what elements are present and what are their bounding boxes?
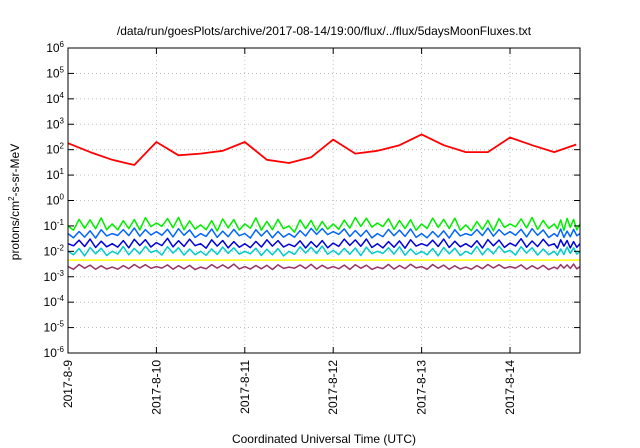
y-axis-label: protons/cm2-s-sr-MeV bbox=[7, 144, 22, 260]
y-tick-exponent: 0 bbox=[60, 193, 65, 202]
y-axis: 10-610-510-410-310-210-11001011021031041… bbox=[44, 40, 580, 360]
y-tick-base: 10 bbox=[46, 66, 60, 80]
series-line bbox=[67, 245, 581, 257]
y-tick-exponent: 5 bbox=[60, 65, 65, 74]
y-tick-exponent: -4 bbox=[57, 294, 65, 303]
y-tick-base: 10 bbox=[46, 41, 60, 55]
y-tick-label: 10-5 bbox=[44, 320, 65, 335]
y-tick-base: 10 bbox=[44, 346, 58, 360]
x-tick-label: 2017-8-12 bbox=[326, 360, 340, 415]
y-tick-base: 10 bbox=[46, 143, 60, 157]
y-tick-label: 10-3 bbox=[44, 269, 65, 284]
y-tick-label: 10-6 bbox=[44, 345, 65, 360]
y-tick-exponent: 4 bbox=[60, 91, 65, 100]
y-tick-base: 10 bbox=[44, 244, 58, 258]
y-axis-label-sup: 2 bbox=[7, 196, 16, 201]
y-tick-base: 10 bbox=[44, 270, 58, 284]
y-tick-base: 10 bbox=[46, 117, 60, 131]
y-tick-base: 10 bbox=[46, 92, 60, 106]
y-tick-exponent: 2 bbox=[60, 142, 65, 151]
y-axis-label-pre: protons/cm bbox=[8, 201, 22, 260]
y-tick-label: 10-4 bbox=[44, 294, 65, 309]
y-tick-base: 10 bbox=[46, 194, 60, 208]
y-tick-exponent: -3 bbox=[57, 269, 65, 278]
y-tick-exponent: 6 bbox=[60, 40, 65, 49]
grid bbox=[68, 48, 580, 353]
series-line bbox=[67, 237, 581, 249]
series-layer bbox=[67, 133, 581, 271]
series-line bbox=[67, 227, 581, 239]
y-tick-label: 10-1 bbox=[44, 218, 65, 233]
x-tick-label: 2017-8-13 bbox=[415, 360, 429, 415]
y-tick-base: 10 bbox=[44, 295, 58, 309]
series-line bbox=[67, 133, 577, 166]
y-tick-label: 10-2 bbox=[44, 243, 65, 258]
y-tick-label: 103 bbox=[46, 116, 64, 131]
x-tick-label: 2017-8-11 bbox=[238, 360, 252, 414]
x-tick-label: 2017-8-10 bbox=[149, 360, 163, 415]
y-tick-label: 104 bbox=[46, 91, 64, 106]
y-tick-exponent: -6 bbox=[57, 345, 65, 354]
x-axis: 2017-8-9 2017-8-10 2017-8-11 2017-8-12 2017-… bbox=[61, 48, 517, 415]
y-axis-label-post: -s-sr-MeV bbox=[8, 144, 22, 197]
x-tick-label: 2017-8-9 bbox=[61, 360, 75, 408]
series-line bbox=[67, 263, 581, 271]
x-axis-label: Coordinated Universal Time (UTC) bbox=[232, 432, 416, 446]
y-tick-exponent: 3 bbox=[60, 116, 65, 125]
chart-title: /data/run/goesPlots/archive/2017-08-14/1… bbox=[117, 24, 532, 38]
y-tick-label: 106 bbox=[46, 40, 64, 55]
y-tick-base: 10 bbox=[44, 219, 58, 233]
y-tick-exponent: 1 bbox=[60, 167, 65, 176]
y-tick-label: 101 bbox=[46, 167, 64, 182]
y-tick-label: 100 bbox=[46, 193, 64, 208]
y-tick-base: 10 bbox=[46, 168, 60, 182]
series-line bbox=[67, 216, 581, 233]
y-tick-exponent: -5 bbox=[57, 320, 65, 329]
y-tick-exponent: -1 bbox=[57, 218, 65, 227]
x-tick-label: 2017-8-14 bbox=[503, 360, 517, 415]
y-tick-label: 105 bbox=[46, 65, 64, 80]
y-tick-label: 102 bbox=[46, 142, 64, 157]
y-tick-exponent: -2 bbox=[57, 243, 65, 252]
y-tick-base: 10 bbox=[44, 321, 58, 335]
